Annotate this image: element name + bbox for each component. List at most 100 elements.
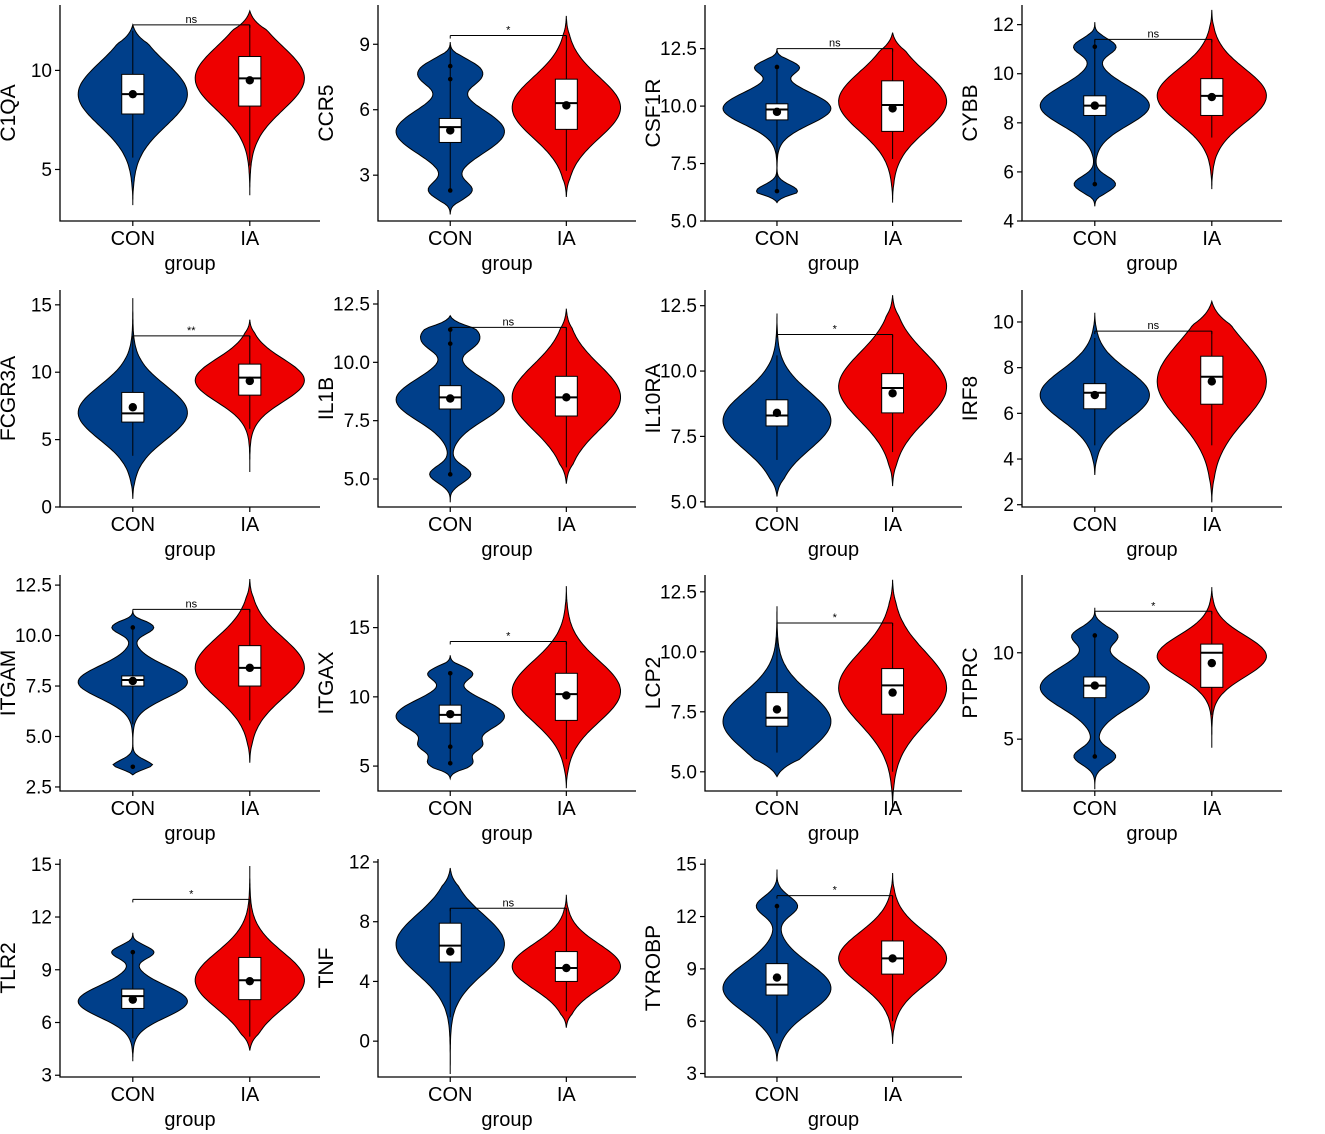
y-tick-label: 10	[349, 687, 370, 708]
mean-point-con	[128, 676, 137, 686]
y-tick-label: 0	[41, 498, 52, 519]
x-tick-label-ia: IA	[1202, 228, 1222, 250]
x-tick-label-ia: IA	[240, 514, 260, 536]
outlier-point	[447, 188, 453, 193]
y-tick-label: 12	[676, 907, 697, 928]
x-tick-label-ia: IA	[883, 1084, 903, 1106]
y-tick-label: 12.5	[660, 39, 697, 60]
mean-point-ia	[1207, 92, 1217, 102]
y-axis-title: IL10RA	[642, 363, 665, 433]
x-axis-title: group	[481, 253, 532, 275]
mean-point-con	[1090, 101, 1100, 110]
axis-lines	[704, 575, 962, 792]
axis-lines	[704, 290, 962, 508]
y-tick-label: 12	[349, 852, 370, 873]
mean-point-con	[446, 126, 455, 135]
mean-point-ia	[888, 688, 897, 697]
y-tick-label: 5	[41, 430, 52, 451]
y-tick-label: 12.5	[660, 296, 697, 317]
y-tick-label: 10	[993, 64, 1014, 85]
significance-label: ns	[502, 897, 514, 909]
x-tick-label-ia: IA	[883, 514, 903, 536]
y-axis-title: CCR5	[315, 84, 338, 141]
mean-point-ia	[562, 101, 571, 110]
outlier-point	[447, 744, 453, 749]
panel-csf1r: ns 5.0 7.5 10.0 12.5 CON IA group CSF1R	[642, 5, 962, 275]
x-tick-label-ia: IA	[240, 798, 260, 820]
y-axis-title: TNF	[315, 948, 338, 989]
y-tick-label: 5.0	[671, 212, 697, 233]
outlier-point	[447, 63, 453, 69]
x-tick-label-con: CON	[428, 228, 472, 250]
y-tick-label: 6	[1003, 404, 1014, 425]
x-tick-label-con: CON	[755, 514, 799, 536]
outlier-point	[130, 949, 136, 955]
mean-point-ia	[245, 976, 254, 986]
x-tick-label-con: CON	[111, 228, 155, 250]
mean-point-con	[128, 403, 137, 412]
mean-point-con	[128, 995, 137, 1004]
x-tick-label-con: CON	[755, 798, 799, 820]
panel-fcgr3a: ** 0 5 10 15 CON IA group FCGR3A	[0, 290, 320, 561]
panel-tyrobp: * 3 6 9 12 15 CON IA group TYROBP	[642, 855, 962, 1131]
x-tick-label-con: CON	[755, 228, 799, 250]
x-axis-title: group	[808, 253, 859, 275]
x-axis-title: group	[481, 823, 532, 845]
outlier-point	[447, 472, 453, 477]
outlier-point	[1092, 754, 1098, 759]
y-tick-label: 15	[31, 295, 52, 316]
mean-point-ia	[245, 376, 254, 386]
y-tick-label: 7.5	[671, 154, 697, 175]
y-tick-label: 4	[1003, 450, 1014, 471]
y-axis-title: C1QA	[0, 84, 20, 141]
x-axis-title: group	[164, 253, 215, 275]
y-tick-label: 4	[1003, 212, 1014, 233]
panel-c1qa: ns 5 10 CON IA group C1QA	[0, 5, 320, 275]
panel-ptprc: * 5 10 CON IA group PTPRC	[959, 575, 1282, 845]
x-tick-label-con: CON	[111, 798, 155, 820]
panel-lcp2: * 5.0 7.5 10.0 12.5 CON IA group LCP2	[642, 575, 962, 845]
panel-il10ra: * 5.0 7.5 10.0 12.5 CON IA group IL10RA	[642, 290, 962, 561]
significance-label: *	[189, 888, 194, 900]
x-tick-label-con: CON	[428, 1084, 472, 1106]
y-tick-label: 6	[359, 100, 370, 121]
significance-label: ns	[1147, 28, 1159, 40]
panel-cybb: ns 4 6 8 10 12 CON IA group CYBB	[959, 5, 1282, 275]
y-axis-title: LCP2	[642, 657, 665, 710]
y-tick-label: 9	[686, 959, 697, 980]
panel-ccr5: * 3 6 9 CON IA group CCR5	[315, 5, 636, 275]
y-tick-label: 8	[1003, 113, 1014, 134]
x-axis-title: group	[808, 539, 859, 561]
y-axis-title: IRF8	[959, 376, 982, 422]
mean-point-con	[446, 947, 455, 956]
outlier-point	[1092, 44, 1098, 50]
outlier-point	[774, 188, 780, 194]
x-tick-label-ia: IA	[1202, 798, 1222, 820]
mean-point-con	[772, 408, 782, 418]
mean-point-ia	[562, 691, 571, 700]
x-axis-title: group	[808, 1109, 859, 1131]
mean-point-con	[772, 705, 782, 714]
x-axis-title: group	[481, 539, 532, 561]
panel-il1b: ns 5.0 7.5 10.0 12.5 CON IA group IL1B	[315, 290, 636, 561]
y-tick-label: 3	[359, 166, 370, 187]
y-axis-title: CSF1R	[642, 79, 665, 148]
y-tick-label: 10.0	[15, 626, 52, 647]
x-tick-label-ia: IA	[883, 798, 903, 820]
axis-lines	[1021, 575, 1282, 792]
y-tick-label: 5	[41, 160, 52, 181]
y-tick-label: 10	[31, 363, 52, 384]
outlier-point	[130, 764, 136, 770]
y-tick-label: 10.0	[660, 362, 697, 383]
significance-label: *	[506, 630, 511, 642]
y-tick-label: 7.5	[671, 427, 697, 448]
mean-point-ia	[245, 663, 254, 673]
mean-point-con	[1090, 390, 1100, 400]
y-tick-label: 7.5	[671, 702, 697, 723]
axis-lines	[59, 859, 320, 1078]
y-tick-label: 12.5	[15, 576, 52, 597]
outlier-point	[774, 64, 780, 70]
x-axis-title: group	[1126, 253, 1177, 275]
y-tick-label: 4	[359, 972, 370, 993]
y-tick-label: 8	[359, 912, 370, 933]
